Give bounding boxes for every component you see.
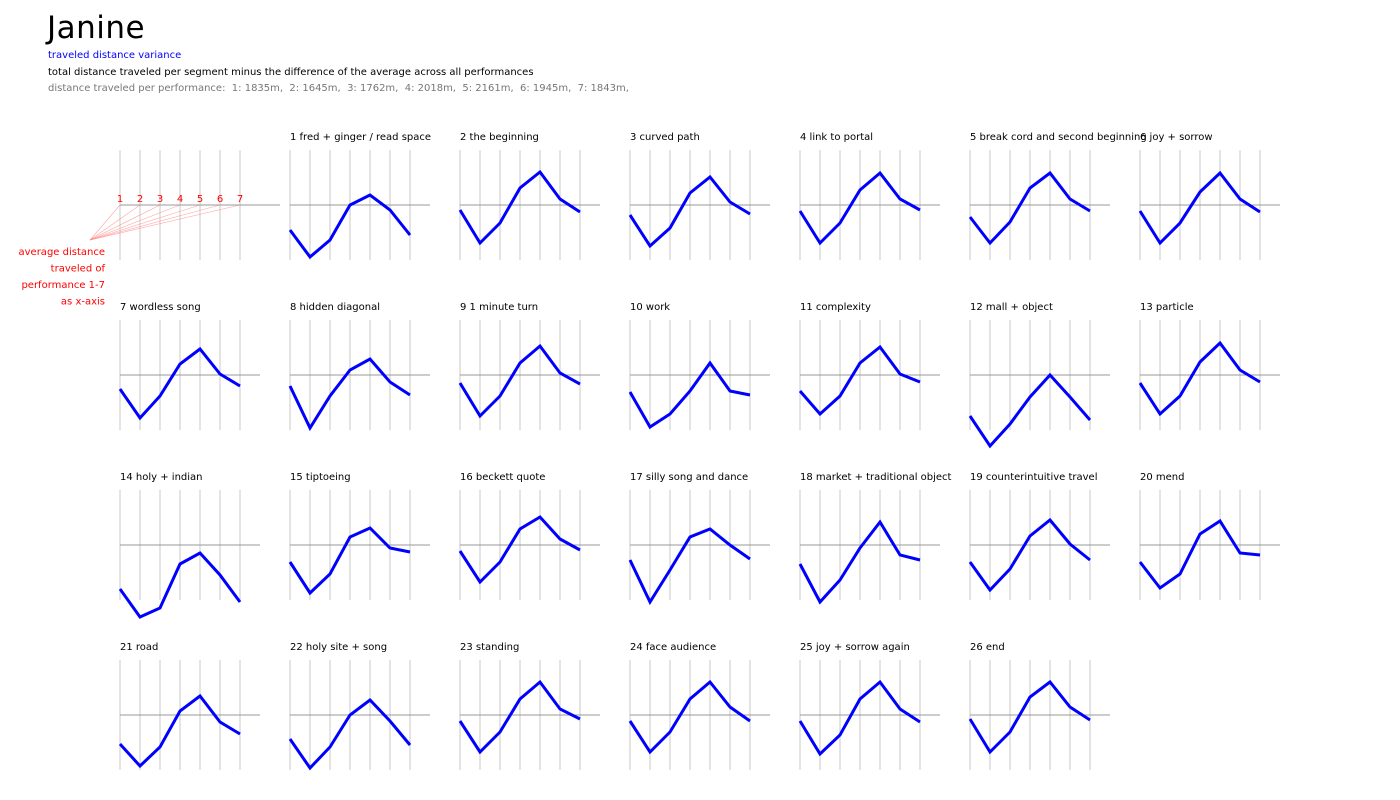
panel-title: 14 holy + indian: [120, 472, 203, 483]
panel-series-line: [798, 170, 921, 246]
panel-title: 10 work: [630, 302, 670, 313]
legend-pointer-line: [89, 204, 121, 241]
panel-series-line: [118, 346, 241, 421]
panel-series-line: [288, 698, 412, 771]
legend-pointer-line: [89, 204, 241, 241]
page-title: Janine: [47, 10, 146, 46]
panel-title: 13 particle: [1140, 302, 1194, 313]
legend-performance-number: 4: [177, 194, 183, 205]
panel-title: 5 break cord and second beginning: [970, 132, 1147, 143]
legend-pointer-line: [89, 204, 161, 241]
legend-performance-number: 6: [217, 194, 223, 205]
panel-title: 20 mend: [1140, 472, 1184, 483]
panel-series-line: [458, 515, 581, 585]
performance-distances: distance traveled per performance: 1: 18…: [48, 83, 629, 94]
panel-title: 21 road: [120, 642, 158, 653]
panel-title: 16 beckett quote: [460, 472, 545, 483]
legend-pointer-line: [89, 204, 141, 241]
panel-series-line: [968, 372, 1092, 449]
panel-title: 12 mall + object: [970, 302, 1053, 313]
panel-title: 2 the beginning: [460, 132, 539, 143]
legend-pointer-line: [89, 204, 221, 241]
legend-performance-number: 5: [197, 194, 203, 205]
panel-title: 17 silly song and dance: [630, 472, 748, 483]
chart-subtitle: traveled distance variance: [48, 50, 182, 61]
panel-series-line: [458, 343, 581, 419]
panel-series-line: [1138, 340, 1261, 417]
legend-text-line: traveled of: [51, 264, 106, 275]
panel-series-line: [968, 517, 1091, 593]
panel-title: 6 joy + sorrow: [1140, 132, 1213, 143]
panel-series-line: [798, 519, 921, 605]
panel-series-line: [628, 174, 751, 249]
panel-title: 24 face audience: [630, 642, 716, 653]
panel-title: 23 standing: [460, 642, 519, 653]
panel-series-line: [1138, 170, 1261, 246]
panel-series-line: [118, 551, 242, 619]
panel-title: 4 link to portal: [800, 132, 873, 143]
legend-performance-number: 7: [237, 194, 243, 205]
panel-series-line: [458, 169, 581, 246]
panel-title: 26 end: [970, 642, 1005, 653]
legend-text-line: average distance: [19, 247, 106, 258]
panel-series-line: [458, 679, 581, 755]
panel-title: 19 counterintuitive travel: [970, 472, 1098, 483]
legend-performance-number: 2: [137, 194, 143, 205]
panel-title: 25 joy + sorrow again: [800, 642, 910, 653]
legend-text-line: as x-axis: [61, 297, 105, 308]
panel-series-line: [288, 526, 411, 596]
panel-series-line: [798, 679, 921, 757]
panel-title: 8 hidden diagonal: [290, 302, 380, 313]
panel-title: 7 wordless song: [120, 302, 201, 313]
panel-title: 9 1 minute turn: [460, 302, 538, 313]
chart-description: total distance traveled per segment minu…: [48, 67, 534, 78]
panel-series-line: [628, 360, 751, 430]
panel-title: 15 tiptoeing: [290, 472, 351, 483]
panel-series-line: [288, 193, 412, 260]
panel-series-line: [798, 344, 921, 417]
legend-text-line: performance 1-7: [21, 280, 105, 291]
legend-pointer-line: [89, 204, 181, 241]
panel-title: 18 market + traditional object: [800, 472, 952, 483]
panel-series-line: [628, 679, 751, 755]
panel-title: 22 holy site + song: [290, 642, 387, 653]
panel-series-line: [968, 679, 1091, 755]
panel-series-line: [628, 527, 751, 606]
panel-series-line: [288, 357, 411, 432]
panel-series-line: [1138, 518, 1261, 591]
legend-performance-number: 1: [117, 194, 123, 205]
legend-pointer-line: [89, 204, 201, 241]
panel-title: 1 fred + ginger / read space: [290, 132, 431, 143]
panel-title: 11 complexity: [800, 302, 871, 313]
legend-performance-number: 3: [157, 194, 163, 205]
panel-series-line: [968, 170, 1091, 246]
panel-title: 3 curved path: [630, 132, 700, 143]
panel-series-line: [118, 693, 241, 769]
